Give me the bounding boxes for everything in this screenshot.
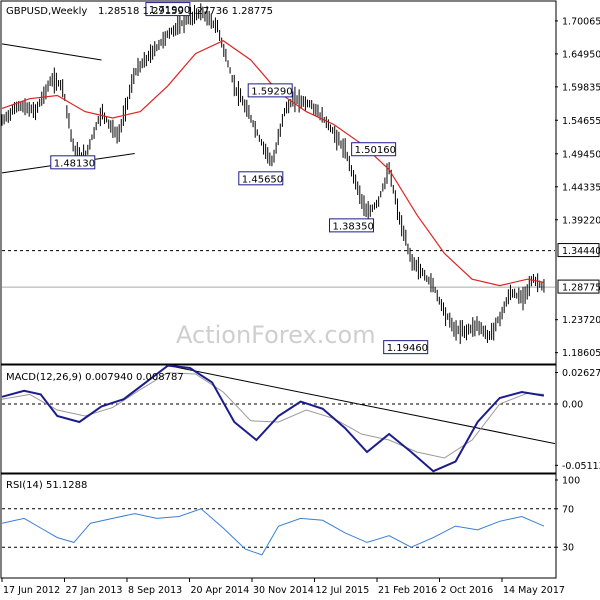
- x-tick-label: 20 Apr 2014: [191, 585, 250, 596]
- macd-y-tick-label: -0.051137: [562, 461, 600, 472]
- x-tick-label: 30 Nov 2014: [253, 585, 314, 596]
- main-panel-frame: [0, 0, 557, 365]
- x-axis: 17 Jun 2012 27 Jan 2013 8 Sep 2013 20 Apr 2…: [1, 578, 565, 596]
- swing-label: 1.71900: [149, 5, 190, 16]
- rsi-panel-frame: [0, 473, 557, 579]
- y-tick-label: 1.34440: [562, 246, 600, 257]
- swing-label: 1.45650: [242, 174, 283, 185]
- swing-label-box: [50, 155, 96, 170]
- swing-label: 1.50160: [355, 145, 396, 156]
- swing-label: 1.59290: [251, 86, 292, 97]
- x-tick-label: 21 Feb 2016: [378, 585, 437, 596]
- y-tick-label: 1.44335: [562, 182, 600, 193]
- x-tick-label: 8 Sep 2013: [128, 585, 182, 596]
- swing-label-box: [383, 340, 429, 355]
- macd-panel-frame: [0, 364, 557, 474]
- rsi-line: [1, 508, 545, 556]
- macd-layer: 0.026276 0.00 -0.051137: [1, 363, 600, 473]
- rsi-y-tick-label: 70: [562, 504, 574, 515]
- y-tick-label: 1.23720: [562, 315, 600, 326]
- y-tick-label: 1.28775: [562, 283, 600, 294]
- main-layer: 1.71900 1.59290 1.50160 1.45650 1.38350 1.481…: [1, 2, 600, 359]
- price-marker-box: [557, 243, 600, 258]
- macd-label: MACD(12,26,9) 0.007940 0.008787: [6, 372, 184, 383]
- chart-header-symbol: GBPUSD,Weekly: [6, 6, 87, 17]
- swing-label-box: [328, 218, 374, 233]
- y-tick-label: 1.70065: [562, 16, 600, 27]
- swing-label-box: [145, 2, 191, 17]
- y-tick-label: 1.64950: [562, 49, 600, 60]
- rsi-layer: 100 70 30: [1, 476, 580, 556]
- y-tick-label: 1.49450: [562, 149, 600, 160]
- macd-line: [1, 364, 545, 473]
- rsi-y-tick-label: 100: [562, 476, 580, 487]
- macd-signal-line: [1, 372, 544, 459]
- chart-header-values: 1.28518 1.29159 1.27736 1.28775: [98, 6, 273, 17]
- rsi-label: RSI(14) 51.1288: [6, 480, 87, 491]
- macd-trendline: [162, 363, 556, 445]
- rsi-y-tick-label: 30: [562, 543, 574, 554]
- x-tick-label: 17 Jun 2012: [3, 585, 60, 596]
- macd-y-tick-label: 0.026276: [562, 368, 600, 379]
- y-tick-label: 1.18605: [562, 348, 600, 359]
- swing-label-box: [247, 83, 293, 98]
- x-tick-label: 14 May 2017: [503, 585, 565, 596]
- y-tick-label: 1.59835: [562, 82, 600, 93]
- watermark: ActionForex.com: [176, 321, 376, 349]
- swing-label: 1.19460: [387, 343, 428, 354]
- swing-label: 1.48130: [54, 158, 95, 169]
- swing-label: 1.38350: [332, 221, 373, 232]
- macd-y-tick-label: 0.00: [562, 400, 583, 411]
- swing-label-box: [238, 171, 284, 186]
- x-tick-label: 27 Jan 2013: [66, 585, 123, 596]
- y-tick-label: 1.39220: [562, 215, 600, 226]
- y-tick-label: 1.54655: [562, 116, 600, 127]
- price-trendline: [1, 43, 102, 61]
- x-tick-label: 2 Oct 2016: [441, 585, 494, 596]
- x-tick-label: 12 Jul 2015: [316, 585, 370, 596]
- price-marker-box: [557, 279, 600, 294]
- swing-label-box: [351, 142, 397, 157]
